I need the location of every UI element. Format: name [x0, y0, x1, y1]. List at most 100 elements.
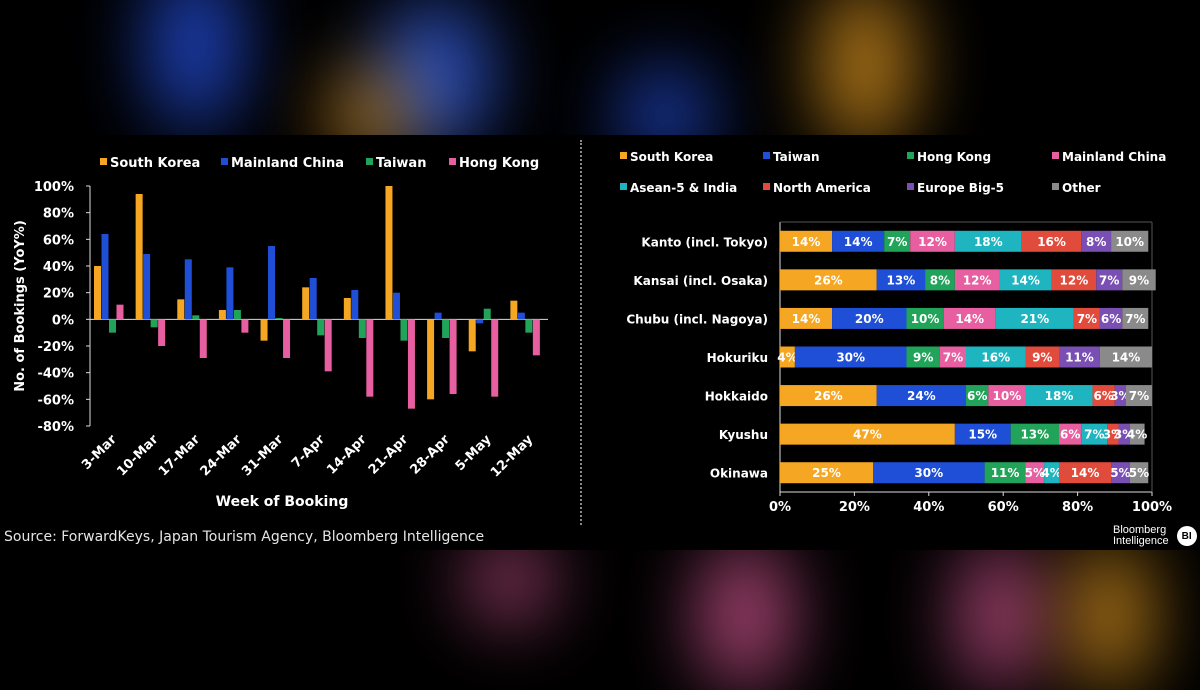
stacked-segment: [999, 269, 1052, 291]
bar: [510, 300, 518, 320]
bar: [158, 319, 166, 346]
bar: [491, 319, 499, 397]
segment-label: 16%: [981, 351, 1010, 365]
category-label: Kansai (incl. Osaka): [633, 274, 768, 288]
legend-swatch: [763, 183, 770, 190]
legend-swatch: [449, 158, 456, 165]
bar: [351, 290, 359, 320]
category-label: Hokuriku: [707, 351, 768, 365]
segment-label: 14%: [1071, 466, 1100, 480]
logo-line-2: Intelligence: [1113, 535, 1169, 547]
segment-label: 18%: [974, 235, 1003, 249]
stacked-segment: [906, 307, 944, 329]
category-label: Kyushu: [719, 428, 768, 442]
bar: [400, 319, 408, 341]
legend-label: Asean-5 & India: [630, 181, 737, 195]
legend-swatch: [620, 183, 627, 190]
segment-label: 3%: [1114, 428, 1134, 442]
bar: [442, 319, 450, 338]
segment-label: 21%: [1020, 312, 1049, 326]
x-tick-label: 0%: [769, 500, 791, 515]
stacked-segment: [1025, 462, 1045, 484]
legend-label: Europe Big-5: [917, 181, 1004, 195]
segment-label: 10%: [911, 312, 940, 326]
stacked-segment: [966, 346, 1026, 368]
logo-line-1: Bloomberg: [1113, 524, 1167, 536]
x-tick-label: 7-Apr: [289, 432, 328, 471]
bar: [275, 318, 283, 320]
stacked-segment: [1092, 385, 1115, 407]
bg-glow: [1070, 540, 1150, 690]
segment-label: 6%: [967, 389, 987, 403]
bar: [343, 298, 351, 320]
segment-label: 5%: [1129, 466, 1149, 480]
x-tick-label: 40%: [913, 500, 944, 515]
segment-label: 7%: [943, 351, 963, 365]
bar: [199, 319, 207, 358]
segment-label: 13%: [1020, 428, 1049, 442]
bar: [317, 319, 325, 336]
bar: [532, 319, 540, 356]
stacked-segment: [884, 230, 911, 252]
stacked-segment: [1059, 346, 1100, 368]
segment-label: 12%: [1060, 273, 1089, 287]
stacked-segment: [1081, 423, 1108, 445]
legend-swatch: [620, 152, 627, 159]
legend-label: Taiwan: [773, 150, 820, 164]
segment-label: 7%: [1129, 389, 1149, 403]
bar: [385, 186, 393, 320]
bar: [226, 267, 234, 320]
segment-label: 7%: [1084, 428, 1104, 442]
stacked-segment: [1114, 385, 1126, 407]
stacked-segment: [832, 307, 907, 329]
bar: [517, 312, 525, 320]
x-tick-label: 3-Mar: [79, 432, 120, 473]
x-tick-label: 60%: [988, 500, 1019, 515]
stacked-segment: [780, 462, 873, 484]
stacked-segment: [1025, 385, 1093, 407]
stacked-segment: [1111, 462, 1130, 484]
stacked-segment: [1099, 346, 1152, 368]
bar: [427, 319, 435, 400]
legend-swatch: [1052, 183, 1059, 190]
bar: [268, 246, 276, 320]
stacked-segment: [988, 385, 1026, 407]
bar: [192, 315, 200, 320]
segment-label: 14%: [1011, 273, 1040, 287]
legend-label: Hong Kong: [459, 156, 539, 171]
stacked-segment: [780, 346, 795, 368]
segment-label: 15%: [968, 428, 997, 442]
segment-label: 10%: [1115, 235, 1144, 249]
stacked-segment: [943, 307, 996, 329]
bi-badge-icon: BI: [1176, 526, 1197, 546]
stacked-segment: [876, 269, 926, 291]
y-tick-label: 100%: [34, 180, 74, 195]
bar: [407, 319, 415, 409]
stacked-segment: [794, 346, 907, 368]
legend-swatch: [221, 158, 228, 165]
segment-label: 4%: [1127, 428, 1147, 442]
bar: [184, 259, 192, 320]
legend-swatch: [100, 158, 107, 165]
segment-label: 14%: [1112, 351, 1141, 365]
stacked-segment: [939, 346, 966, 368]
segment-label: 6%: [1093, 389, 1113, 403]
segment-label: 9%: [913, 351, 933, 365]
legend-swatch: [763, 152, 770, 159]
segment-label: 14%: [792, 235, 821, 249]
category-label: Kanto (incl. Tokyo): [641, 235, 768, 249]
bg-glow: [960, 540, 1040, 690]
stacked-segment: [966, 385, 989, 407]
bar: [116, 304, 124, 320]
stacked-segment: [1122, 307, 1149, 329]
bar: [150, 319, 158, 328]
stacked-segment: [873, 462, 985, 484]
segment-label: 20%: [855, 312, 884, 326]
segment-label: 12%: [963, 273, 992, 287]
bar: [177, 299, 185, 320]
bg-glow: [470, 540, 550, 620]
stacked-segment: [832, 230, 885, 252]
x-tick-label: 20%: [839, 500, 870, 515]
segment-label: 5%: [1025, 466, 1045, 480]
y-tick-label: -40%: [37, 367, 74, 382]
